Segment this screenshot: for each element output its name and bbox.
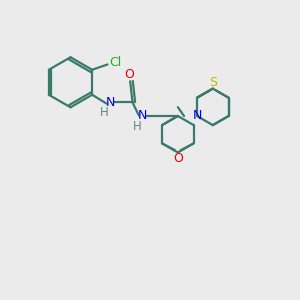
Text: N: N	[106, 96, 115, 109]
Text: O: O	[124, 68, 134, 81]
Text: O: O	[173, 152, 183, 166]
Text: H: H	[100, 106, 108, 119]
Text: Cl: Cl	[110, 56, 122, 70]
Text: N: N	[138, 110, 148, 122]
Text: S: S	[209, 76, 217, 88]
Text: H: H	[133, 119, 141, 133]
Text: N: N	[192, 110, 202, 122]
